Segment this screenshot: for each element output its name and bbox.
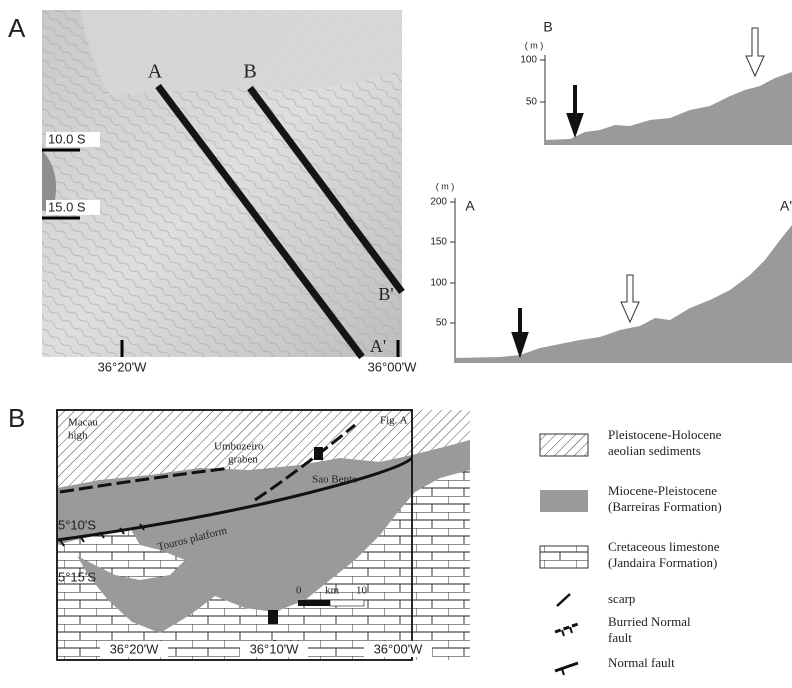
scale-label: 10 xyxy=(356,585,368,597)
profile-start: A xyxy=(465,198,475,214)
scale-bar xyxy=(330,600,364,606)
lat-label: 10.0 S xyxy=(48,131,86,146)
unit-label: ( m ) xyxy=(436,181,455,191)
y-tick-label: 100 xyxy=(520,55,537,66)
sea-area xyxy=(80,10,402,95)
map-label: Umbuzeiro xyxy=(214,441,264,453)
legend-symbol xyxy=(557,594,570,606)
legend-label: Pleistocene-Holocene xyxy=(608,427,722,442)
scale-label: km xyxy=(325,585,340,597)
geologic-map: Macau high Umbuzeiro graben Fig. A Sao B… xyxy=(57,410,470,660)
map-label: graben xyxy=(228,454,258,466)
profile-label: A' xyxy=(370,336,386,356)
lat-label: 5°15'S xyxy=(58,569,96,584)
legend-label: (Barreiras Formation) xyxy=(608,499,722,514)
legend-label: scarp xyxy=(608,591,635,606)
panel-label: A xyxy=(8,13,26,43)
white-arrow xyxy=(621,275,639,322)
lon-label: 36°00'W xyxy=(374,641,424,656)
white-arrow xyxy=(746,28,764,76)
legend-swatch xyxy=(540,434,588,456)
map-label: Fig. A xyxy=(380,415,408,427)
legend-symbol xyxy=(555,663,578,671)
lat-label: 15.0 S xyxy=(48,199,86,214)
map-label: high xyxy=(68,430,88,442)
black-arrow xyxy=(514,308,526,352)
profile-label: B xyxy=(243,61,256,83)
site-marker xyxy=(268,610,278,624)
terrain xyxy=(455,225,792,363)
site-marker xyxy=(314,447,323,460)
legend-label: fault xyxy=(608,630,632,645)
legend-swatch xyxy=(540,490,588,512)
scale-label: 0 xyxy=(296,585,302,597)
lon-label: 36°20'W xyxy=(98,359,148,374)
black-arrow xyxy=(569,85,581,132)
profile-end: A' xyxy=(780,198,792,214)
profile-label: B' xyxy=(378,284,393,304)
y-tick-label: 50 xyxy=(436,318,448,329)
terrain xyxy=(545,72,792,145)
lon-label: 36°10'W xyxy=(250,641,300,656)
profile-label: A xyxy=(148,61,163,83)
y-tick-label: 200 xyxy=(430,197,447,208)
lat-label: 5°10'S xyxy=(58,517,96,532)
legend-label: Miocene-Pleistocene xyxy=(608,483,717,498)
figure: A A B B' A' 10.0 S 15.0 S 36°20'W 36°00'… xyxy=(0,0,792,688)
y-tick-label: 50 xyxy=(526,97,538,108)
profile-start: B xyxy=(543,19,552,35)
lon-label: 36°20'W xyxy=(110,641,160,656)
y-tick-label: 150 xyxy=(430,237,447,248)
ticks: 200 150 100 50 xyxy=(430,197,455,329)
legend-label: Cretaceous limestone xyxy=(608,539,720,554)
scale-bar xyxy=(298,600,330,606)
legend-label: (Jandaira Formation) xyxy=(608,555,717,570)
profile-bb: B ( m ) 100 50 xyxy=(520,19,792,145)
unit-label: ( m ) xyxy=(525,40,544,50)
legend-label: aeolian sediments xyxy=(608,443,701,458)
lon-label: 36°00'W xyxy=(368,359,418,374)
legend-symbol xyxy=(555,624,578,632)
legend-symbol xyxy=(562,669,564,675)
y-tick-label: 100 xyxy=(430,278,447,289)
legend-label: Burried Normal xyxy=(608,614,691,629)
legend-swatch xyxy=(540,546,588,568)
map-label: Macau xyxy=(68,417,98,429)
legend-label: Normal fault xyxy=(608,655,675,670)
panel-label: B xyxy=(8,403,25,433)
dem: A B B' A' 10.0 S 15.0 S 36°20'W 36°00'W xyxy=(42,10,417,374)
profile-aa: A A' ( m ) 200 150 100 50 xyxy=(430,181,792,363)
map-label: Sao Bento xyxy=(312,474,358,486)
